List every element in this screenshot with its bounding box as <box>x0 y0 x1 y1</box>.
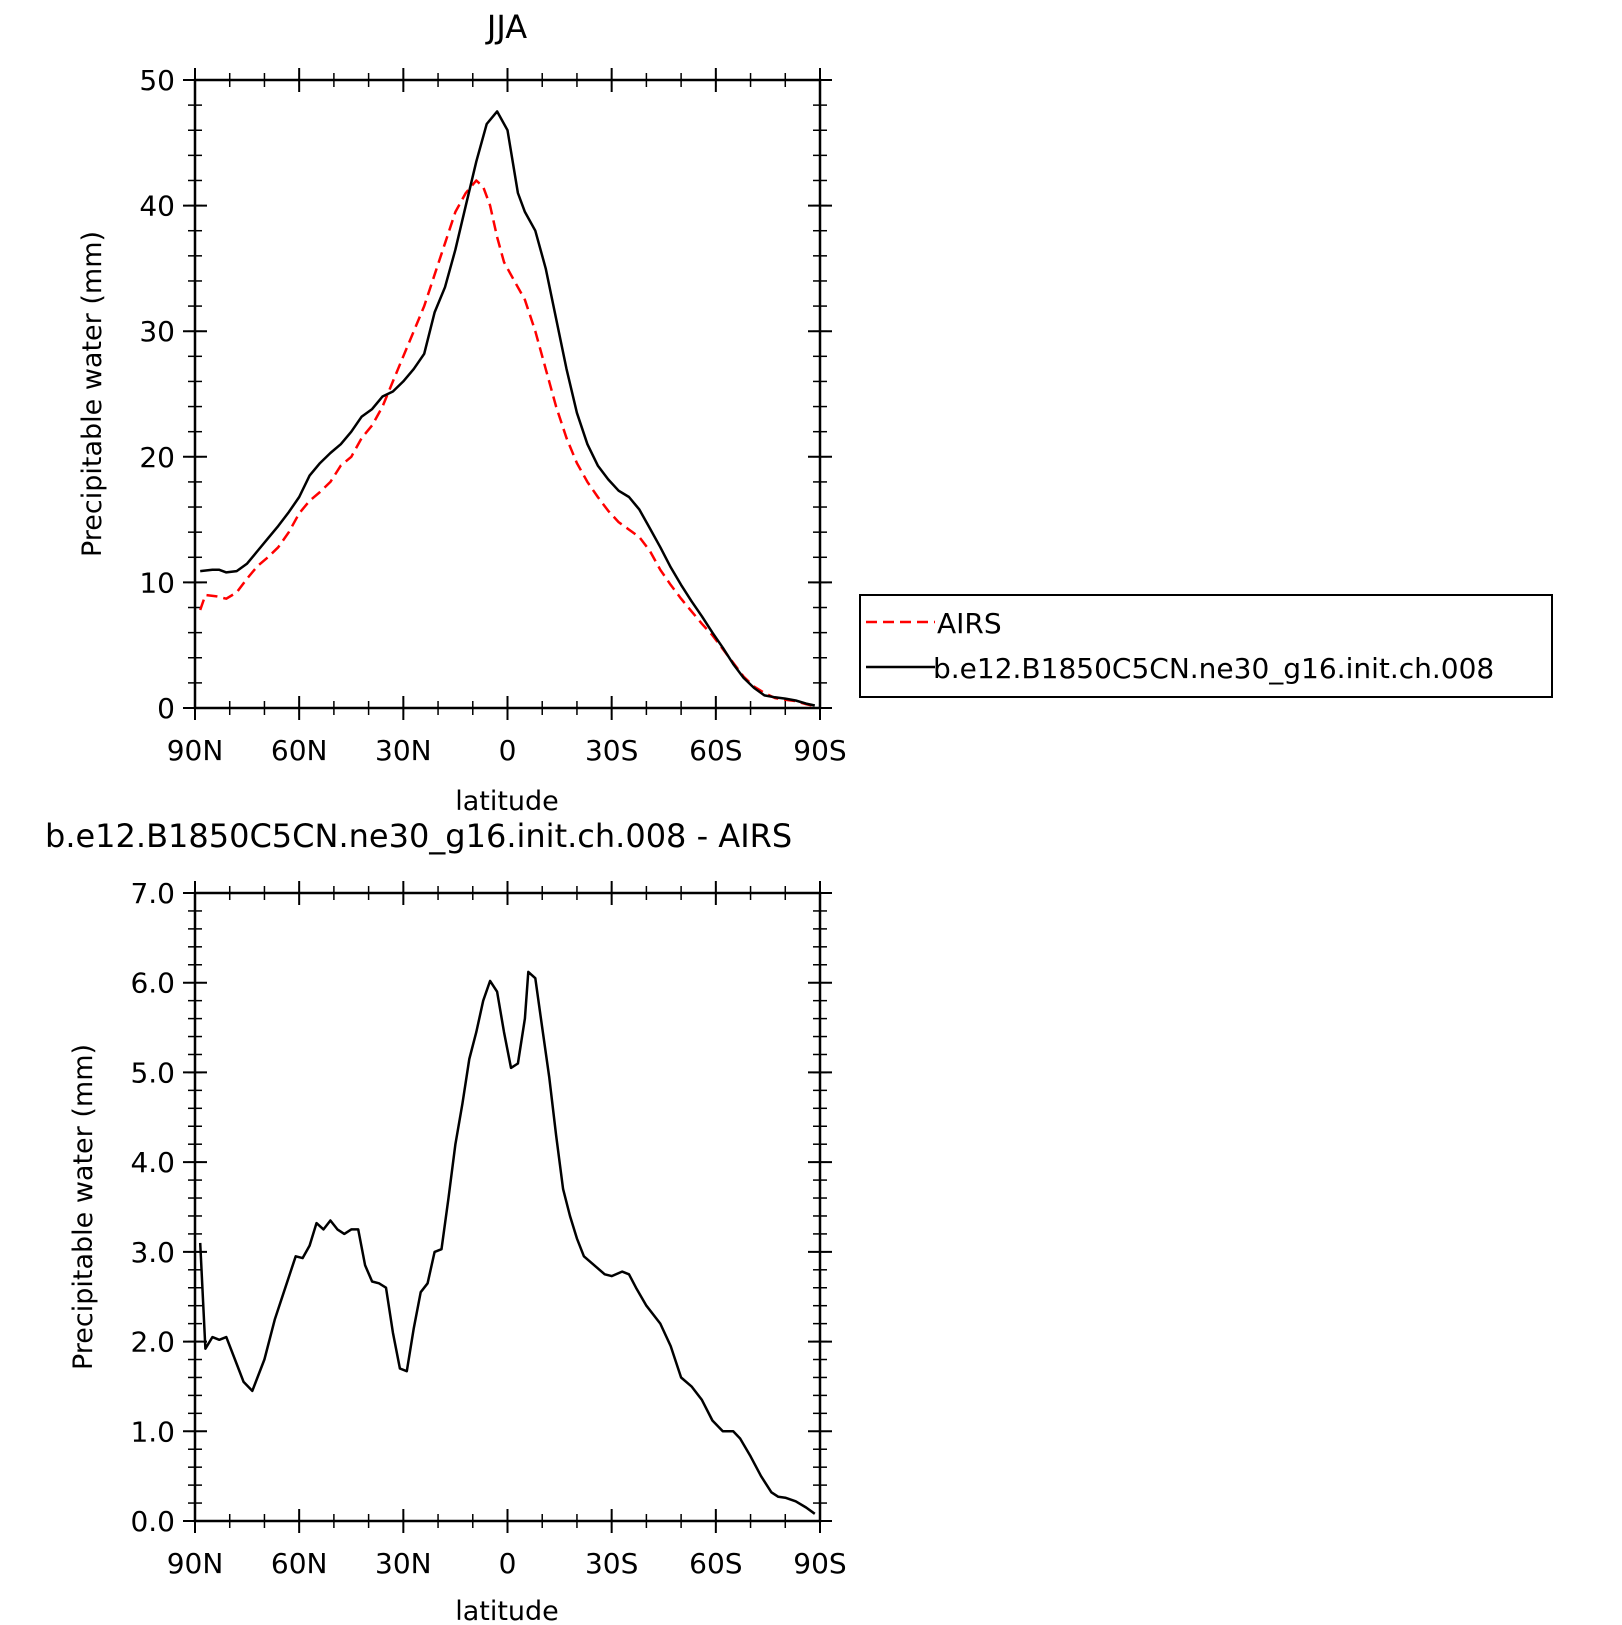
top-x-tick-label: 0 <box>499 734 517 767</box>
top-y-tick-labels: 0 10 20 30 40 50 <box>139 64 175 725</box>
top-x-tick-labels: 90N 60N 30N 0 30S 60S 90S <box>167 734 847 767</box>
bottom-x-axis-label: latitude <box>455 1596 559 1625</box>
top-chart-panel: JJA 0 10 20 30 40 50 90N 60N 30N 0 30S 60S 90S lati… <box>77 8 847 817</box>
bottom-y-tick-label: 6.0 <box>130 967 175 1000</box>
bottom-series-line-difference <box>198 970 816 1515</box>
top-y-tick-label: 20 <box>139 441 175 474</box>
bottom-x-tick-label: 30S <box>585 1547 638 1580</box>
bottom-axis-ticks <box>183 881 832 1533</box>
bottom-x-tick-label: 90N <box>167 1547 224 1580</box>
bottom-y-tick-label: 3.0 <box>130 1236 175 1269</box>
bottom-y-tick-label: 5.0 <box>130 1056 175 1089</box>
bottom-x-tick-label: 0 <box>499 1547 517 1580</box>
top-y-tick-label: 30 <box>139 315 175 348</box>
bottom-plot-frame <box>193 891 822 1523</box>
bottom-y-tick-label: 2.0 <box>130 1326 175 1359</box>
bottom-series-lines <box>198 970 816 1515</box>
top-x-tick-label: 90N <box>167 734 224 767</box>
top-axis-ticks <box>183 68 832 720</box>
top-y-tick-label: 0 <box>157 692 175 725</box>
bottom-x-tick-label: 60S <box>689 1547 742 1580</box>
bottom-y-tick-labels: 0.0 1.0 2.0 3.0 4.0 5.0 6.0 7.0 <box>130 877 175 1538</box>
legend-box <box>859 594 1553 698</box>
bottom-y-tick-label: 4.0 <box>130 1146 175 1179</box>
bottom-chart-title: b.e12.B1850C5CN.ne30_g16.init.ch.008 - A… <box>45 817 792 855</box>
top-x-tick-label: 30S <box>585 734 638 767</box>
top-series-lines <box>199 110 816 708</box>
top-x-axis-label: latitude <box>455 786 559 817</box>
top-series-line-airs <box>199 179 816 708</box>
legend: AIRS b.e12.B1850C5CN.ne30_g16.init.ch.00… <box>859 594 1553 698</box>
top-x-tick-label: 60N <box>271 734 328 767</box>
top-y-tick-label: 40 <box>139 190 175 223</box>
top-x-tick-label: 90S <box>793 734 846 767</box>
top-series-line-model <box>200 110 816 707</box>
top-y-tick-label: 10 <box>139 566 175 599</box>
top-chart-title: JJA <box>485 8 527 46</box>
bottom-y-tick-label: 1.0 <box>130 1415 175 1448</box>
bottom-x-tick-label: 60N <box>271 1547 328 1580</box>
bottom-x-tick-label: 90S <box>793 1547 846 1580</box>
top-y-axis-label: Precipitable water (mm) <box>77 231 108 557</box>
bottom-y-tick-label: 0.0 <box>130 1505 175 1538</box>
bottom-chart-panel: b.e12.B1850C5CN.ne30_g16.init.ch.008 - A… <box>45 817 847 1625</box>
top-plot-frame <box>193 78 822 710</box>
bottom-y-axis-label: Precipitable water (mm) <box>68 1044 99 1370</box>
legend-label-model: b.e12.B1850C5CN.ne30_g16.init.ch.008 <box>933 652 1494 685</box>
top-y-tick-label: 50 <box>139 64 175 97</box>
top-x-tick-label: 60S <box>689 734 742 767</box>
bottom-y-tick-label: 7.0 <box>130 877 175 910</box>
bottom-x-tick-labels: 90N 60N 30N 0 30S 60S 90S <box>167 1547 847 1580</box>
legend-label-airs: AIRS <box>937 607 1002 640</box>
bottom-x-tick-label: 30N <box>375 1547 432 1580</box>
top-x-tick-label: 30N <box>375 734 432 767</box>
